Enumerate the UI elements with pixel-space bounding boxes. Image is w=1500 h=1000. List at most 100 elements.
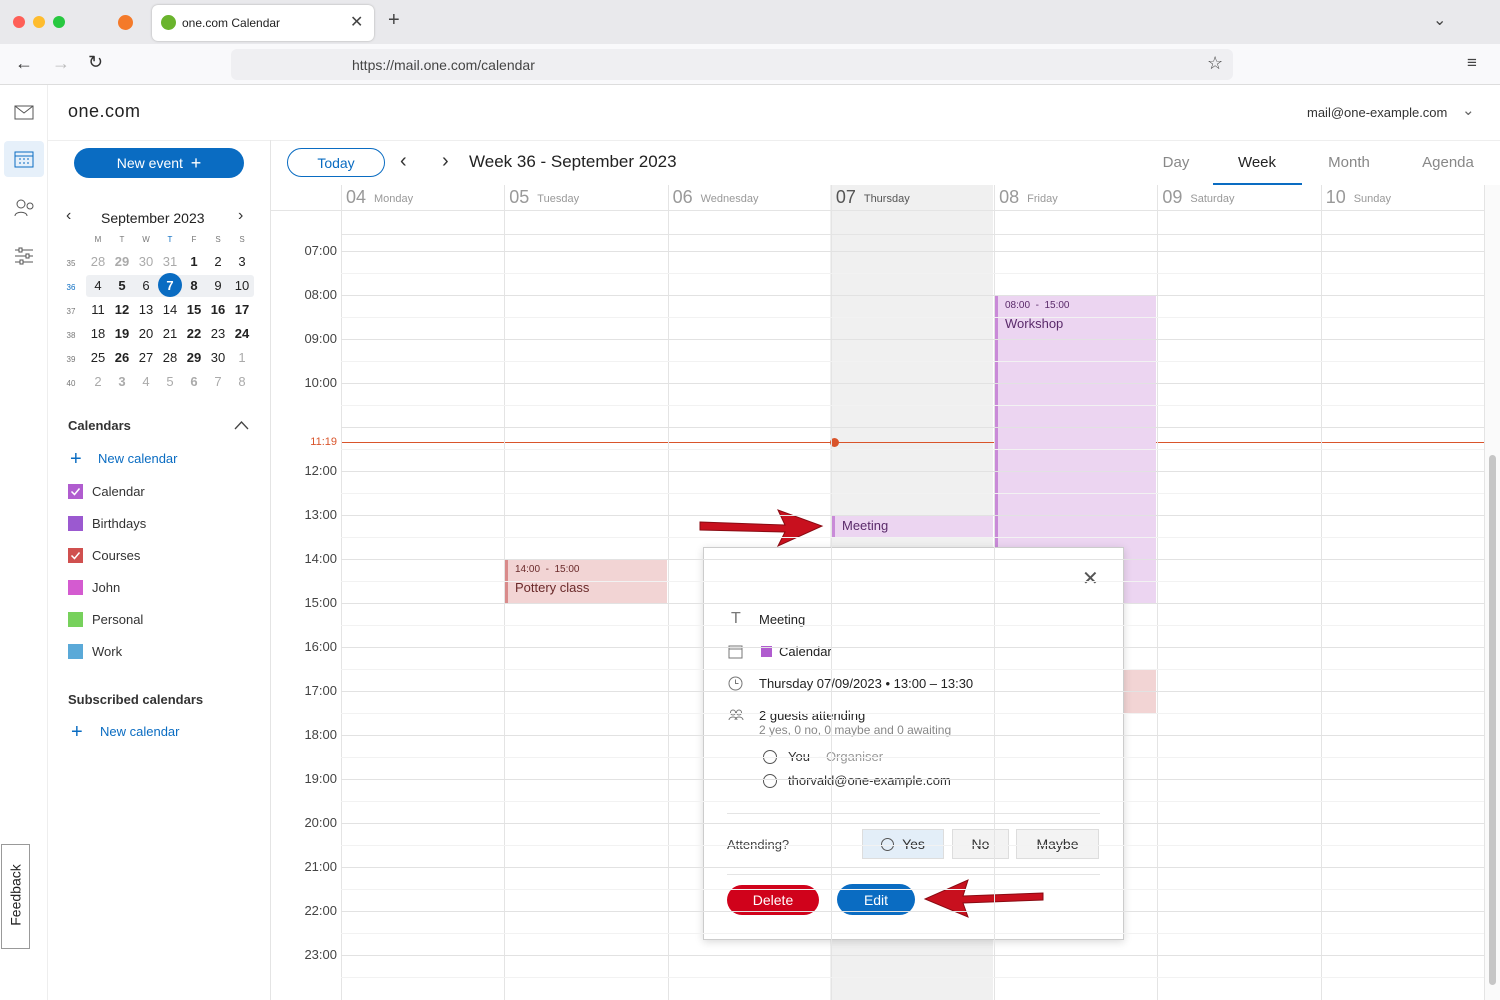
mini-day[interactable]: 28 xyxy=(90,254,106,269)
plus-icon[interactable]: + xyxy=(71,721,83,743)
mini-day[interactable]: 7 xyxy=(214,374,222,389)
attending-option[interactable]: No xyxy=(952,829,1009,859)
calendar-checkbox[interactable] xyxy=(68,548,83,563)
next-week[interactable]: › xyxy=(442,150,449,172)
calendar-name[interactable]: Calendar xyxy=(92,484,145,499)
mini-day[interactable]: 1 xyxy=(190,254,198,269)
mini-day[interactable]: 30 xyxy=(138,254,154,269)
calendar-name[interactable]: Personal xyxy=(92,612,144,627)
back[interactable]: ← xyxy=(15,53,33,73)
mini-day[interactable]: 2 xyxy=(94,374,102,389)
mini-day[interactable]: 14 xyxy=(162,302,178,317)
mini-day[interactable]: 8 xyxy=(238,374,246,389)
contacts-icon[interactable] xyxy=(14,198,36,218)
mini-day[interactable]: 1 xyxy=(238,350,246,365)
feedback-tab[interactable]: Feedback xyxy=(1,844,30,949)
mail-icon[interactable] xyxy=(14,105,34,121)
popup-close[interactable]: ✕ xyxy=(1082,568,1099,590)
mini-day[interactable]: 6 xyxy=(142,278,150,293)
forward[interactable]: → xyxy=(52,53,70,73)
mini-day[interactable]: 17 xyxy=(234,302,250,317)
delete-button[interactable]: Delete xyxy=(727,885,819,915)
plus-icon[interactable]: + xyxy=(70,448,82,470)
url[interactable]: https://mail.one.com/calendar xyxy=(352,57,535,73)
mini-day[interactable]: 2 xyxy=(214,254,222,269)
close-dot[interactable] xyxy=(13,16,25,28)
scroll-thumb[interactable] xyxy=(1489,455,1496,985)
logo[interactable]: one.com xyxy=(68,101,141,121)
view-tab[interactable]: Day xyxy=(1162,154,1190,171)
prev-week[interactable]: ‹ xyxy=(400,150,407,172)
view-tab[interactable]: Month xyxy=(1328,154,1370,171)
mini-day[interactable]: 3 xyxy=(238,254,246,269)
mini-day[interactable]: 28 xyxy=(162,350,178,365)
mini-day[interactable]: 20 xyxy=(138,326,154,341)
calendar-name[interactable]: Work xyxy=(92,644,123,659)
new-event-button[interactable]: New event + xyxy=(74,148,244,178)
mini-day[interactable]: 24 xyxy=(234,326,250,341)
mini-day[interactable]: 19 xyxy=(114,326,130,341)
mini-day[interactable]: 18 xyxy=(90,326,106,341)
mini-day[interactable]: 5 xyxy=(118,278,126,293)
reload[interactable]: ↻ xyxy=(88,52,104,72)
account-chevron[interactable]: ⌄ xyxy=(1462,102,1475,119)
attending-option[interactable]: Maybe xyxy=(1016,829,1099,859)
calendar-checkbox[interactable] xyxy=(68,580,83,595)
mini-day[interactable]: 29 xyxy=(186,350,202,365)
mini-day[interactable]: 25 xyxy=(90,350,106,365)
mini-day[interactable]: 23 xyxy=(210,326,226,341)
view-tab[interactable]: Agenda xyxy=(1422,154,1474,171)
mini-day[interactable]: 9 xyxy=(214,278,222,293)
calendar-checkbox[interactable] xyxy=(68,612,83,627)
mini-day[interactable]: 7 xyxy=(166,278,174,293)
today-button[interactable]: Today xyxy=(287,148,385,177)
feedback-label[interactable]: Feedback xyxy=(7,864,24,926)
calendar-icon-active[interactable] xyxy=(4,141,44,177)
calendar-name[interactable]: Courses xyxy=(92,548,141,563)
max-dot[interactable] xyxy=(53,16,65,28)
mini-day[interactable]: 5 xyxy=(166,374,174,389)
bookmark-star[interactable]: ☆ xyxy=(1207,53,1224,73)
event-meeting[interactable]: Meeting xyxy=(832,515,993,537)
mini-day[interactable]: 13 xyxy=(138,302,154,317)
new-tab[interactable]: + xyxy=(388,9,400,31)
calendar-name[interactable]: John xyxy=(92,580,121,595)
active-tab[interactable]: one.com Calendar ✕ xyxy=(152,5,374,41)
mini-day[interactable]: 10 xyxy=(234,278,250,293)
mini-day[interactable]: 22 xyxy=(186,326,202,341)
calendar-checkbox[interactable] xyxy=(68,484,83,499)
url-bar[interactable]: https://mail.one.com/calendar ☆ xyxy=(231,49,1233,80)
account[interactable]: mail@one-example.com xyxy=(1307,105,1448,120)
next-month[interactable]: › xyxy=(238,207,244,224)
mini-day[interactable]: 31 xyxy=(162,254,178,269)
settings-icon[interactable] xyxy=(14,247,34,265)
min-dot[interactable] xyxy=(33,16,45,28)
scrollbar[interactable] xyxy=(1484,185,1500,1000)
attending-option[interactable]: Yes xyxy=(862,829,944,859)
mini-day[interactable]: 16 xyxy=(210,302,226,317)
mini-day[interactable]: 15 xyxy=(186,302,202,317)
tab-close[interactable]: ✕ xyxy=(350,14,364,31)
mini-day[interactable]: 29 xyxy=(114,254,130,269)
mini-day[interactable]: 4 xyxy=(142,374,150,389)
mini-day[interactable]: 4 xyxy=(94,278,102,293)
calendar-name[interactable]: Birthdays xyxy=(92,516,147,531)
mini-day[interactable]: 6 xyxy=(190,374,198,389)
calendar-checkbox[interactable] xyxy=(68,644,83,659)
mini-day[interactable]: 11 xyxy=(91,302,105,317)
prev-month[interactable]: ‹ xyxy=(66,207,72,224)
view-tab[interactable]: Week xyxy=(1237,154,1277,171)
mini-day[interactable]: 12 xyxy=(114,302,130,317)
mini-day[interactable]: 8 xyxy=(190,278,198,293)
subscribed-new-calendar-link[interactable]: New calendar xyxy=(100,724,180,739)
mini-day[interactable]: 30 xyxy=(210,350,226,365)
mini-day[interactable]: 27 xyxy=(138,350,154,365)
mini-day[interactable]: 21 xyxy=(162,326,178,341)
collapse-icon[interactable] xyxy=(234,420,249,430)
tab-list[interactable]: ⌄ xyxy=(1433,12,1447,29)
menu[interactable]: ≡ xyxy=(1467,53,1477,72)
new-calendar-link[interactable]: New calendar xyxy=(98,451,178,466)
mini-day[interactable]: 3 xyxy=(118,374,126,389)
mini-day[interactable]: 26 xyxy=(114,350,130,365)
calendar-checkbox[interactable] xyxy=(68,516,83,531)
